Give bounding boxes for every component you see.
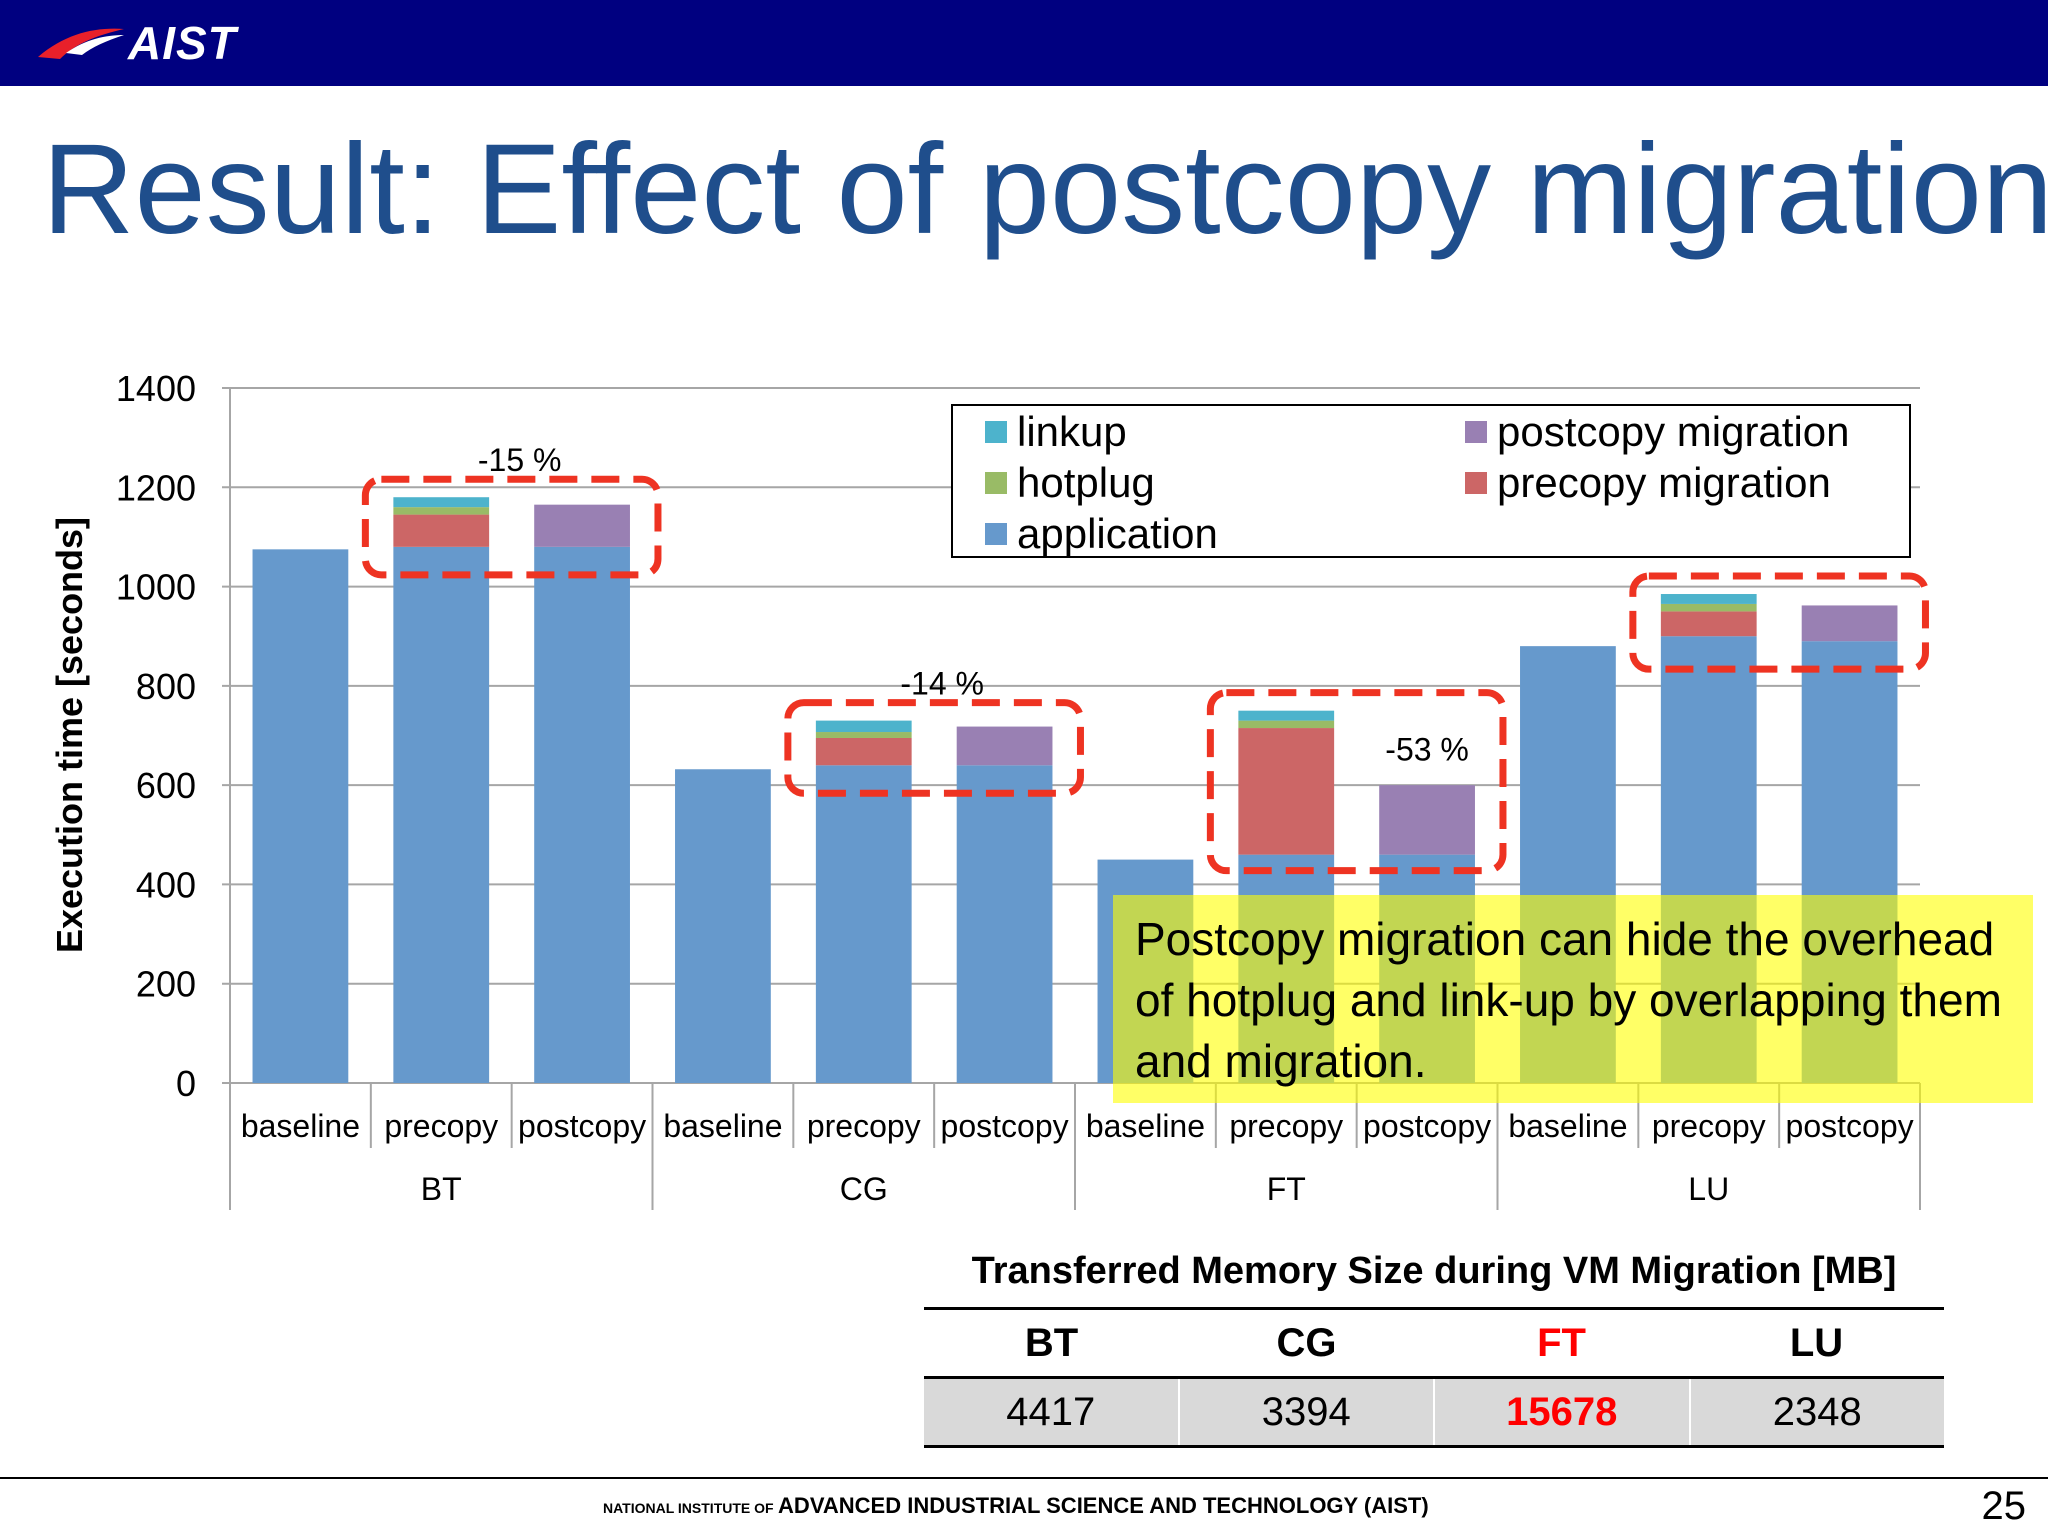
legend-item: linkup (985, 408, 1127, 456)
header-cell-ft: FT (1537, 1320, 1586, 1365)
group-label: FT (1267, 1171, 1306, 1207)
value-cell-bt: 4417 (1006, 1389, 1096, 1434)
legend-swatch (1465, 421, 1487, 443)
x-tick-label: baseline (663, 1108, 782, 1144)
bar-segment-application (956, 765, 1053, 1083)
memory-table: Transferred Memory Size during VM Migrat… (924, 1250, 1944, 1448)
y-tick-label: 1400 (116, 368, 196, 409)
y-tick-label: 0 (176, 1063, 196, 1104)
x-tick-label: postcopy (518, 1108, 646, 1144)
legend-label: application (1017, 510, 1218, 557)
header-cell-cg: CG (1276, 1320, 1337, 1365)
legend-item: application (985, 510, 1218, 558)
memory-table-row: 4417 3394 15678 2348 (924, 1379, 1944, 1448)
value-cell-cg: 3394 (1177, 1379, 1434, 1445)
bar-segment-precopy-migration (1660, 611, 1757, 637)
legend-swatch (985, 472, 1007, 494)
legend-label: linkup (1017, 408, 1127, 455)
bar-segment-application (675, 769, 771, 1083)
callout-note: Postcopy migration can hide the overhead… (1113, 895, 2033, 1103)
x-tick-label: precopy (1229, 1108, 1343, 1144)
bar-segment-linkup (393, 497, 490, 508)
y-axis-title: Execution time [seconds] (49, 517, 90, 953)
legend-swatch (985, 421, 1007, 443)
bar-segment-precopy-migration (815, 737, 912, 766)
chart-legend: linkup hotplug application postcopy migrati… (951, 404, 1911, 558)
bar-segment-hotplug (1238, 720, 1335, 729)
y-tick-label: 800 (136, 666, 196, 707)
bar-segment-linkup (815, 720, 912, 733)
y-tick-label: 400 (136, 864, 196, 905)
bar-segment-postcopy-migration (534, 504, 630, 547)
legend-swatch (985, 523, 1007, 545)
slide-title: Result: Effect of postcopy migration (42, 118, 2048, 261)
header-bar: AIST (0, 0, 2048, 86)
legend-label: precopy migration (1497, 459, 1831, 506)
bar-segment-postcopy-migration (1801, 605, 1898, 642)
highlight-box (361, 475, 662, 579)
x-tick-label: precopy (1652, 1108, 1766, 1144)
bar-segment-precopy-migration (1238, 728, 1335, 855)
x-tick-label: precopy (384, 1108, 498, 1144)
highlight-box (1629, 572, 1929, 673)
y-tick-label: 1000 (116, 567, 196, 608)
legend-swatch (1465, 472, 1487, 494)
bar-segment-application (252, 549, 349, 1083)
x-tick-label: postcopy (941, 1108, 1069, 1144)
x-tick-label: baseline (1508, 1108, 1627, 1144)
annotation-label: -53 % (1385, 732, 1469, 768)
highlight-box (784, 699, 1084, 797)
footer-rule (0, 1477, 2048, 1479)
value-cell-ft: 15678 (1433, 1379, 1689, 1445)
x-tick-label: baseline (1086, 1108, 1205, 1144)
bar-segment-hotplug (1660, 603, 1757, 612)
legend-label: hotplug (1017, 459, 1155, 506)
bar-segment-application (393, 546, 490, 1083)
annotation-label: -15 % (478, 442, 562, 478)
header-cell-lu: LU (1789, 1320, 1844, 1365)
annotation-label: -14 % (900, 666, 984, 702)
x-tick-label: postcopy (1786, 1108, 1914, 1144)
highlight-box (1206, 689, 1507, 875)
bar-segment-linkup (1238, 710, 1335, 721)
group-label: BT (421, 1171, 462, 1207)
y-tick-label: 1200 (116, 467, 196, 508)
header-cell-bt: BT (1024, 1320, 1079, 1365)
group-label: CG (840, 1171, 888, 1207)
x-tick-label: baseline (241, 1108, 360, 1144)
callout-text: Postcopy migration can hide the overhead… (1135, 913, 2002, 1087)
bar-segment-postcopy-migration (956, 726, 1053, 766)
footer-big-text: ADVANCED INDUSTRIAL SCIENCE AND TECHNOLO… (778, 1493, 1429, 1518)
x-tick-label: precopy (807, 1108, 921, 1144)
legend-item: precopy migration (1465, 459, 1831, 507)
y-tick-label: 600 (136, 765, 196, 806)
legend-item: hotplug (985, 459, 1155, 507)
x-tick-label: postcopy (1363, 1108, 1491, 1144)
value-cell-lu: 2348 (1688, 1379, 1945, 1445)
bar-segment-application (815, 765, 912, 1083)
bar-segment-hotplug (815, 732, 912, 738)
bar-segment-hotplug (393, 507, 490, 515)
bar-segment-linkup (1660, 594, 1757, 604)
bar-segment-precopy-migration (393, 514, 490, 547)
footer-institute: NATIONAL INSTITUTE OF ADVANCED INDUSTRIA… (603, 1493, 1429, 1519)
legend-label: postcopy migration (1497, 408, 1850, 455)
group-label: LU (1688, 1171, 1729, 1207)
aist-logo: AIST (36, 17, 237, 69)
bar-segment-application (534, 546, 630, 1083)
page-number: 25 (1981, 1484, 2027, 1528)
swoosh-icon (38, 28, 124, 59)
bar-segment-postcopy-migration (1379, 785, 1475, 855)
memory-table-header: BT CG FT LU (924, 1310, 1944, 1379)
y-tick-label: 200 (136, 964, 196, 1005)
logo-text: AIST (128, 17, 237, 69)
footer-small-text: NATIONAL INSTITUTE OF (603, 1500, 774, 1516)
legend-item: postcopy migration (1465, 408, 1850, 456)
memory-table-title: Transferred Memory Size during VM Migrat… (924, 1250, 1944, 1310)
